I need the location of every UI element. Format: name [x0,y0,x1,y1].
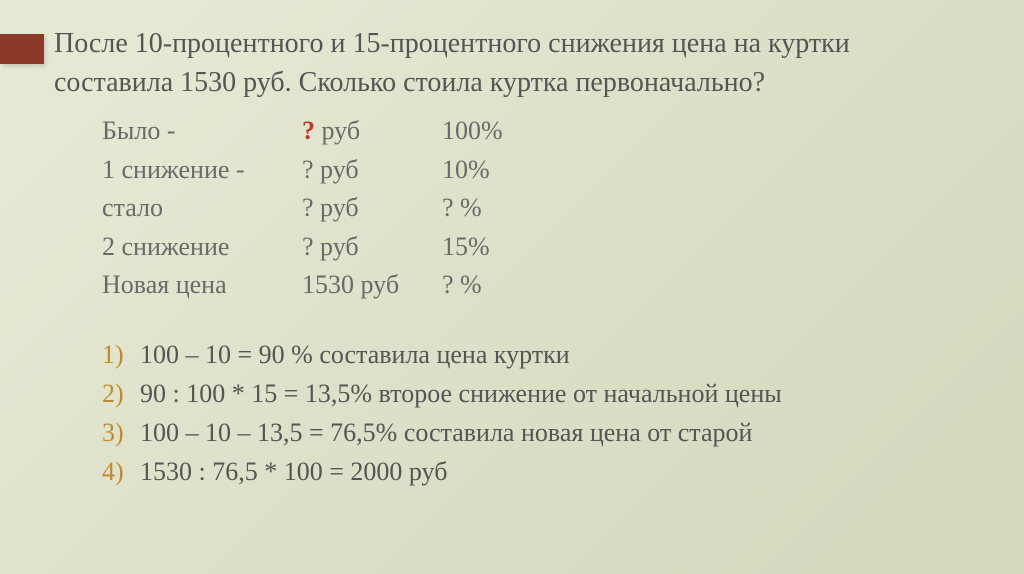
step-number: 4) [102,452,140,491]
row-unit: руб [314,155,359,184]
step-number: 2) [102,374,140,413]
row-unit: руб [314,232,359,261]
row-label: стало [102,189,302,227]
row-label: 2 снижение [102,228,302,266]
title-line-2: составила 1530 руб. Сколько стоила куртк… [54,67,765,98]
row-value-number: 1530 [302,270,354,299]
row-pct: 10% [442,151,542,189]
row-unit: руб [314,193,359,222]
row-pct: 15% [442,228,542,266]
step-text: 100 – 10 = 90 % составила цена куртки [140,335,570,374]
row-pct: 100% [442,112,542,150]
step-text: 100 – 10 – 13,5 = 76,5% составила новая … [140,413,752,452]
row-value: ? руб [302,228,442,266]
row-value: ? руб [302,112,442,150]
table-row: Было - ? руб 100% [102,112,984,150]
accent-bar [0,34,44,64]
table-row: Новая цена 1530 руб ? % [102,266,984,304]
step-item: 4) 1530 : 76,5 * 100 = 2000 руб [102,452,984,491]
row-unit: руб [315,116,360,145]
row-value: 1530 руб [302,266,442,304]
step-number: 3) [102,413,140,452]
title-line-1: После 10-процентного и 15-процентного сн… [54,28,850,59]
problem-title: После 10-процентного и 15-процентного сн… [54,24,984,102]
question-mark: ? [302,232,314,261]
question-mark: ? [302,193,314,222]
table-row: 1 снижение - ? руб 10% [102,151,984,189]
row-value: ? руб [302,151,442,189]
step-item: 2) 90 : 100 * 15 = 13,5% второе снижение… [102,374,984,413]
data-table: Было - ? руб 100% 1 снижение - ? руб 10%… [102,112,984,304]
row-pct: ? % [442,189,542,227]
row-label: 1 снижение - [102,151,302,189]
row-value: ? руб [302,189,442,227]
question-mark: ? [302,155,314,184]
step-text: 90 : 100 * 15 = 13,5% второе снижение от… [140,374,782,413]
step-text: 1530 : 76,5 * 100 = 2000 руб [140,452,447,491]
question-mark-red: ? [302,116,315,145]
step-item: 1) 100 – 10 = 90 % составила цена куртки [102,335,984,374]
step-number: 1) [102,335,140,374]
row-label: Новая цена [102,266,302,304]
table-row: 2 снижение ? руб 15% [102,228,984,266]
step-item: 3) 100 – 10 – 13,5 = 76,5% составила нов… [102,413,984,452]
row-label: Было - [102,112,302,150]
row-unit: руб [354,270,399,299]
table-row: стало ? руб ? % [102,189,984,227]
slide-content: После 10-процентного и 15-процентного сн… [54,24,984,491]
solution-steps: 1) 100 – 10 = 90 % составила цена куртки… [102,335,984,491]
row-pct: ? % [442,266,542,304]
